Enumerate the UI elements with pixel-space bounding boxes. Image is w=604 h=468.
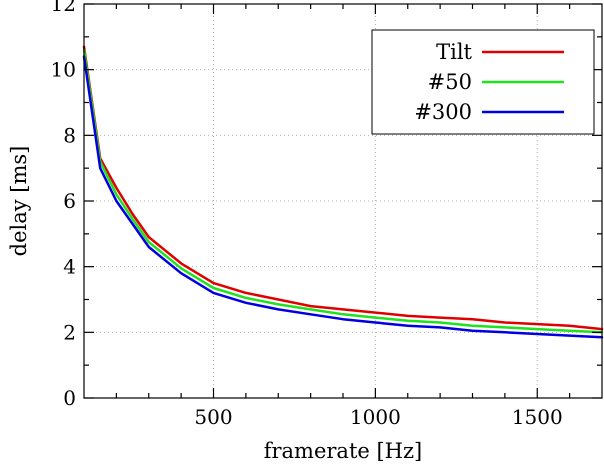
y-tick-label: 8: [63, 123, 76, 147]
x-tick-label: 1000: [350, 405, 401, 429]
series-line-1: [82, 48, 604, 334]
y-axis-label: delay [ms]: [7, 146, 31, 257]
tick-labels: 0 2 4 6 8 10 12 500 1000 1500: [51, 0, 563, 429]
legend-label: Tilt: [436, 40, 472, 64]
legend-label: #50: [428, 70, 472, 94]
legend-label: #300: [414, 100, 472, 124]
y-tick-label: 10: [51, 58, 76, 82]
x-axis-label: framerate [Hz]: [264, 439, 423, 463]
y-tick-label: 6: [63, 189, 76, 213]
series-lines: [82, 45, 604, 339]
series-line-0: [82, 45, 604, 331]
grid-lines: [84, 4, 602, 398]
x-tick-label: 1500: [512, 405, 563, 429]
y-tick-label: 4: [63, 255, 76, 279]
y-tick-label: 0: [63, 386, 76, 410]
series-line-2: [82, 55, 604, 339]
y-tick-label: 12: [51, 0, 76, 16]
y-tick-label: 2: [63, 320, 76, 344]
x-tick-label: 500: [194, 405, 232, 429]
legend: Tilt #50 #300: [371, 29, 595, 135]
